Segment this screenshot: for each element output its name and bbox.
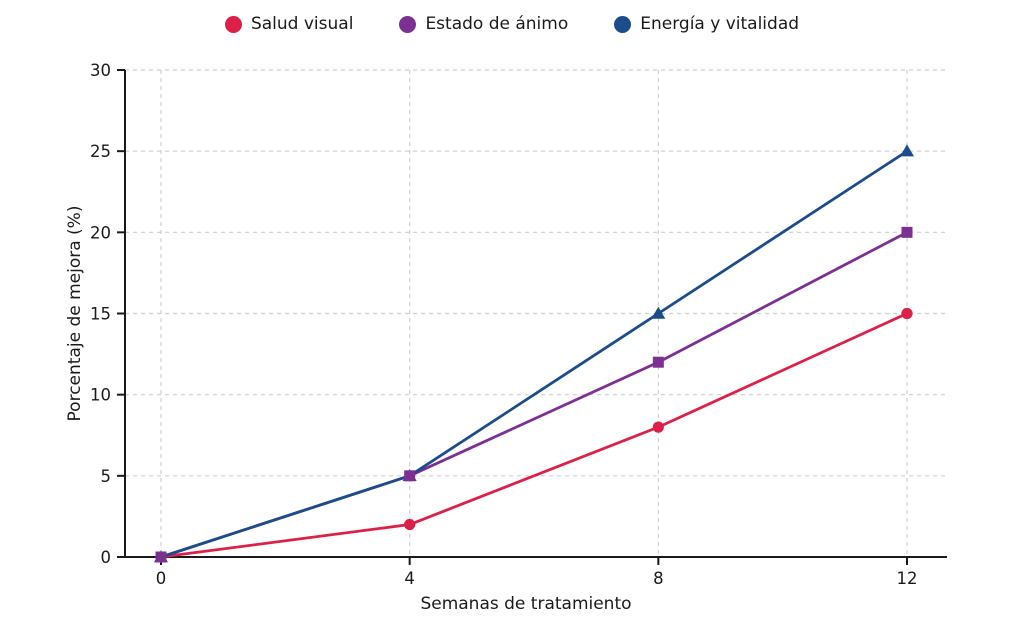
series-line-0 bbox=[159, 312, 909, 559]
marker-triangle-icon bbox=[651, 306, 666, 319]
marker-square-icon bbox=[404, 470, 416, 482]
legend-label: Salud visual bbox=[250, 14, 354, 34]
x-tick-label: 4 bbox=[404, 569, 415, 588]
y-tick-label: 10 bbox=[90, 386, 111, 405]
x-axis-title: Semanas de tratamiento bbox=[420, 594, 631, 614]
y-tick-label: 30 bbox=[90, 61, 111, 80]
legend-item: Estado de ánimo bbox=[399, 14, 568, 34]
marker-square-icon bbox=[901, 226, 913, 238]
y-tick-label: 0 bbox=[101, 548, 112, 567]
legend-label: Energía y vitalidad bbox=[640, 14, 800, 34]
marker-triangle-icon bbox=[900, 144, 914, 157]
legend: Salud visual Estado de ánimo Energía y vit… bbox=[0, 14, 1024, 34]
marker-square-icon bbox=[652, 356, 664, 368]
y-tick-label: 5 bbox=[101, 467, 112, 486]
legend-label: Estado de ánimo bbox=[425, 14, 569, 34]
legend-item: Salud visual bbox=[224, 14, 354, 34]
legend-item: Energía y vitalidad bbox=[614, 14, 799, 34]
y-tick-label: 15 bbox=[90, 305, 111, 324]
legend-marker-circle-icon bbox=[399, 15, 417, 33]
x-tick-label: 8 bbox=[653, 569, 664, 588]
y-tick-label: 20 bbox=[90, 223, 111, 242]
y-axis-title: Porcentaje de mejora (%) bbox=[65, 206, 85, 422]
y-tick-label: 25 bbox=[90, 142, 111, 161]
series-line-2 bbox=[159, 149, 909, 559]
legend-marker-circle-icon bbox=[614, 15, 632, 33]
legend-marker-circle-icon bbox=[224, 15, 242, 33]
x-tick-label: 12 bbox=[897, 569, 918, 588]
marker-circle-icon bbox=[404, 518, 416, 531]
marker-circle-icon bbox=[901, 307, 913, 320]
marker-square-icon bbox=[155, 551, 167, 563]
x-tick-label: 0 bbox=[156, 569, 167, 588]
marker-circle-icon bbox=[652, 421, 664, 433]
